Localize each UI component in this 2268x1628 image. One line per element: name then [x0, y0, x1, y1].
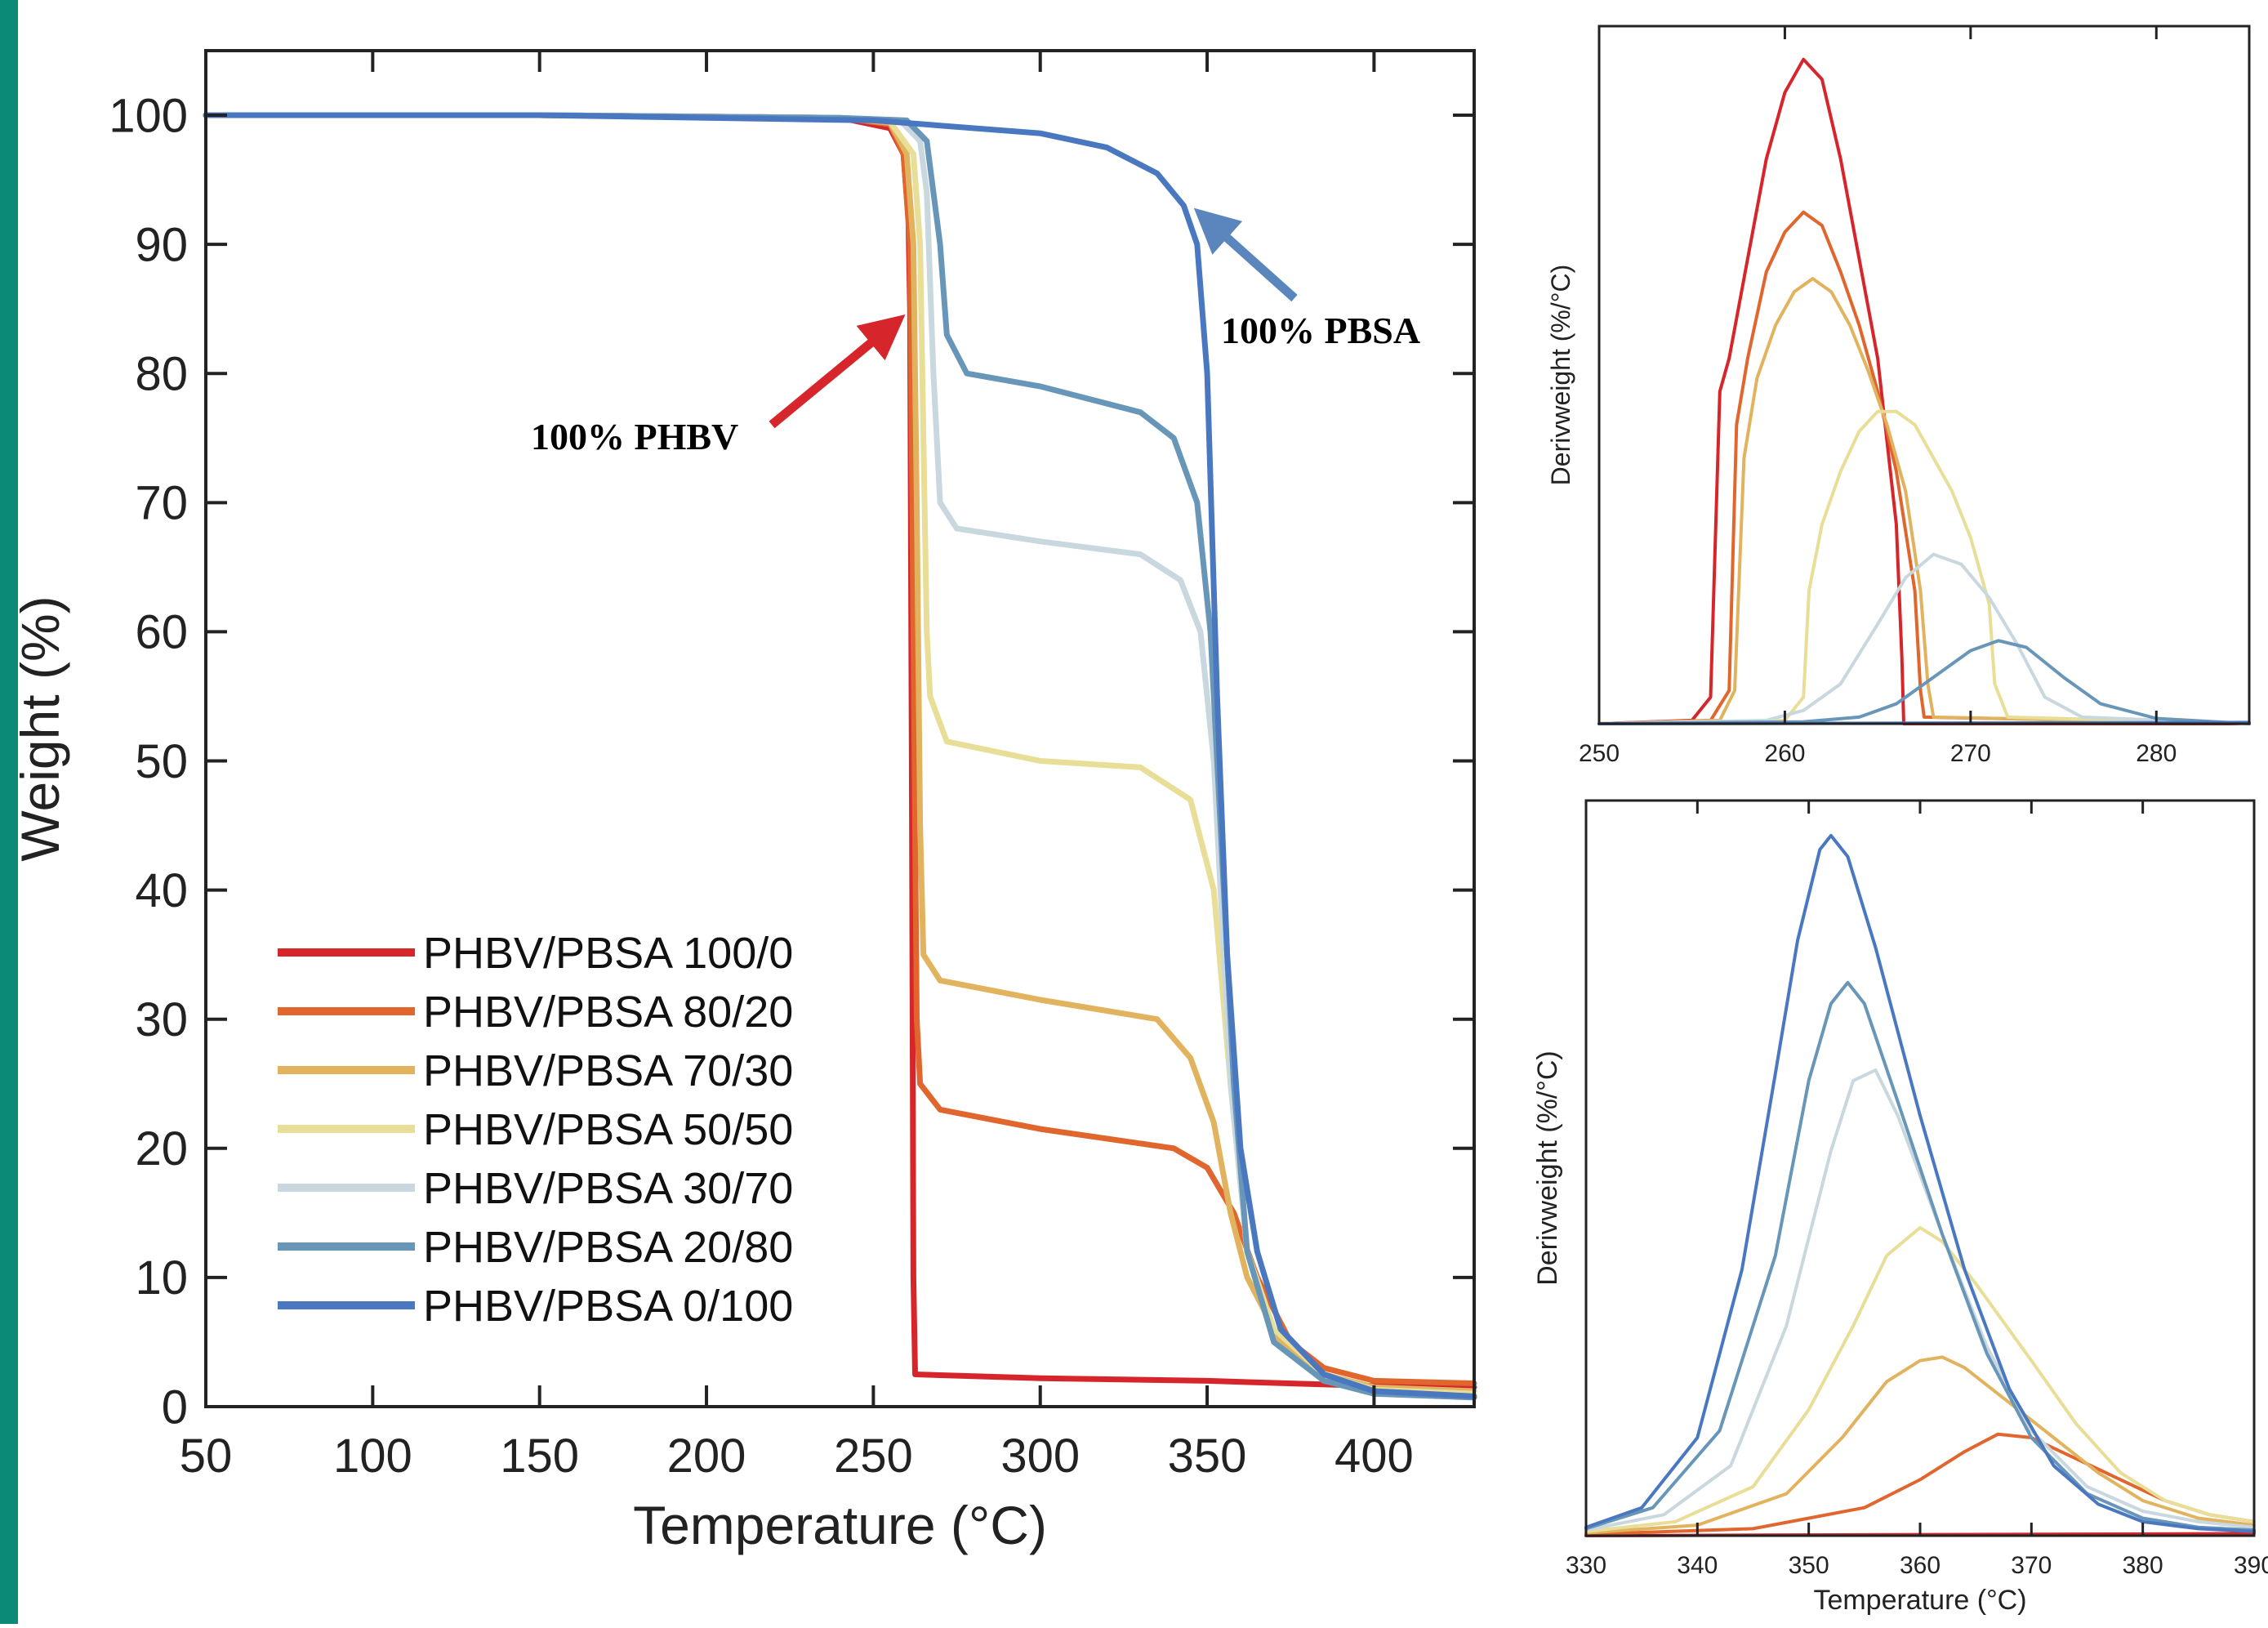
x-axis-title: Temperature (°C) — [1813, 1585, 2026, 1616]
series-line-1 — [203, 112, 1477, 1386]
legend-label-5: PHBV/PBSA 20/80 — [423, 1223, 793, 1272]
y-tick-label: 10 — [135, 1251, 188, 1305]
annotation-phbv-arrow — [769, 314, 906, 429]
x-tick-label: 280 — [2136, 740, 2177, 767]
x-tick-label: 390 — [2234, 1552, 2268, 1579]
series-line-4 — [203, 112, 1477, 1399]
y-axis-title: Derivweight (%/°C) — [1532, 1050, 1563, 1286]
series-line-1 — [1597, 210, 2251, 725]
series-line-3 — [1597, 409, 2251, 725]
series-line-5 — [1597, 639, 2251, 725]
series-line-2 — [1584, 1355, 2256, 1535]
series-line-3 — [1584, 1225, 2256, 1533]
series-line-6 — [1584, 833, 2256, 1533]
series-line-0 — [203, 112, 1477, 1390]
series-line-4 — [1584, 1068, 2256, 1532]
series-line-0 — [1597, 57, 2251, 725]
legend-label-6: PHBV/PBSA 0/100 — [423, 1282, 793, 1331]
y-tick-label: 100 — [109, 89, 188, 142]
x-tick-label: 200 — [667, 1430, 746, 1483]
x-tick-label: 370 — [2011, 1552, 2052, 1579]
x-axis-title: Temperature (°C) — [633, 1495, 1047, 1555]
series-line-2 — [1597, 277, 2251, 725]
inset-chart-bottom: 330 340 350 360 370 380 390 Temperature (°C) Der… — [1532, 799, 2268, 1616]
x-tick-label: 400 — [1335, 1430, 1414, 1483]
x-tick-label: 360 — [1900, 1552, 1940, 1579]
series-line-2 — [203, 112, 1477, 1394]
annotation-phbv: 100% PHBV — [531, 314, 906, 457]
y-tick-label: 80 — [135, 348, 188, 401]
y-axis-title: Weight (%) — [10, 595, 70, 861]
legend-label-4: PHBV/PBSA 30/70 — [423, 1164, 793, 1213]
legend-label-0: PHBV/PBSA 100/0 — [423, 929, 793, 978]
y-tick-label: 60 — [135, 606, 188, 659]
x-tick-label: 350 — [1789, 1552, 1829, 1579]
annotation-pbsa: 100% PBSA — [1193, 207, 1420, 351]
legend-label-3: PHBV/PBSA 50/50 — [423, 1105, 793, 1154]
x-tick-label: 350 — [1168, 1430, 1247, 1483]
annotation-phbv-label: 100% PHBV — [531, 416, 738, 457]
legend-label-1: PHBV/PBSA 80/20 — [423, 988, 793, 1037]
x-tick-label: 250 — [834, 1430, 913, 1483]
y-tick-label: 40 — [135, 864, 188, 917]
plot-frame — [204, 49, 1476, 1408]
x-tick-label: 50 — [180, 1430, 233, 1483]
y-tick-label: 50 — [135, 735, 188, 788]
x-tick-label: 260 — [1764, 740, 1805, 767]
accent-bar — [0, 0, 18, 1624]
y-tick-label: 70 — [135, 477, 188, 530]
x-tick-label: 340 — [1677, 1552, 1718, 1579]
series-line-5 — [203, 112, 1477, 1401]
y-axis-title: Derivweight (%/°C) — [1546, 265, 1575, 486]
series-line-6 — [203, 112, 1477, 1399]
y-tick-label: 0 — [162, 1380, 188, 1434]
x-tick-label: 270 — [1950, 740, 1991, 767]
main-chart: 50 100 150 200 250 300 350 400 0 10 20 30 40 50 60 70 80… — [10, 49, 1477, 1555]
x-tick-label: 250 — [1579, 740, 1620, 767]
x-tick-label: 380 — [2123, 1552, 2163, 1579]
x-tick-label: 150 — [500, 1430, 579, 1483]
y-tick-label: 90 — [135, 218, 188, 271]
x-tick-label: 100 — [333, 1430, 412, 1483]
series-line-4 — [1597, 552, 2251, 725]
inset-chart-top: 250 260 270 280 Derivweight (%/°C) — [1546, 25, 2251, 767]
series-line-5 — [1584, 980, 2256, 1532]
annotation-pbsa-arrow — [1193, 207, 1298, 302]
series-line-3 — [203, 112, 1477, 1397]
y-tick-label: 30 — [135, 993, 188, 1046]
x-tick-label: 300 — [1000, 1430, 1080, 1483]
legend: PHBV/PBSA 100/0 PHBV/PBSA 80/20 PHBV/PBSA … — [278, 929, 793, 1331]
annotation-pbsa-label: 100% PBSA — [1221, 310, 1420, 351]
y-tick-label: 20 — [135, 1122, 188, 1175]
plot-frame — [1597, 25, 2251, 725]
legend-label-2: PHBV/PBSA 70/30 — [423, 1046, 793, 1095]
x-tick-label: 330 — [1566, 1552, 1606, 1579]
